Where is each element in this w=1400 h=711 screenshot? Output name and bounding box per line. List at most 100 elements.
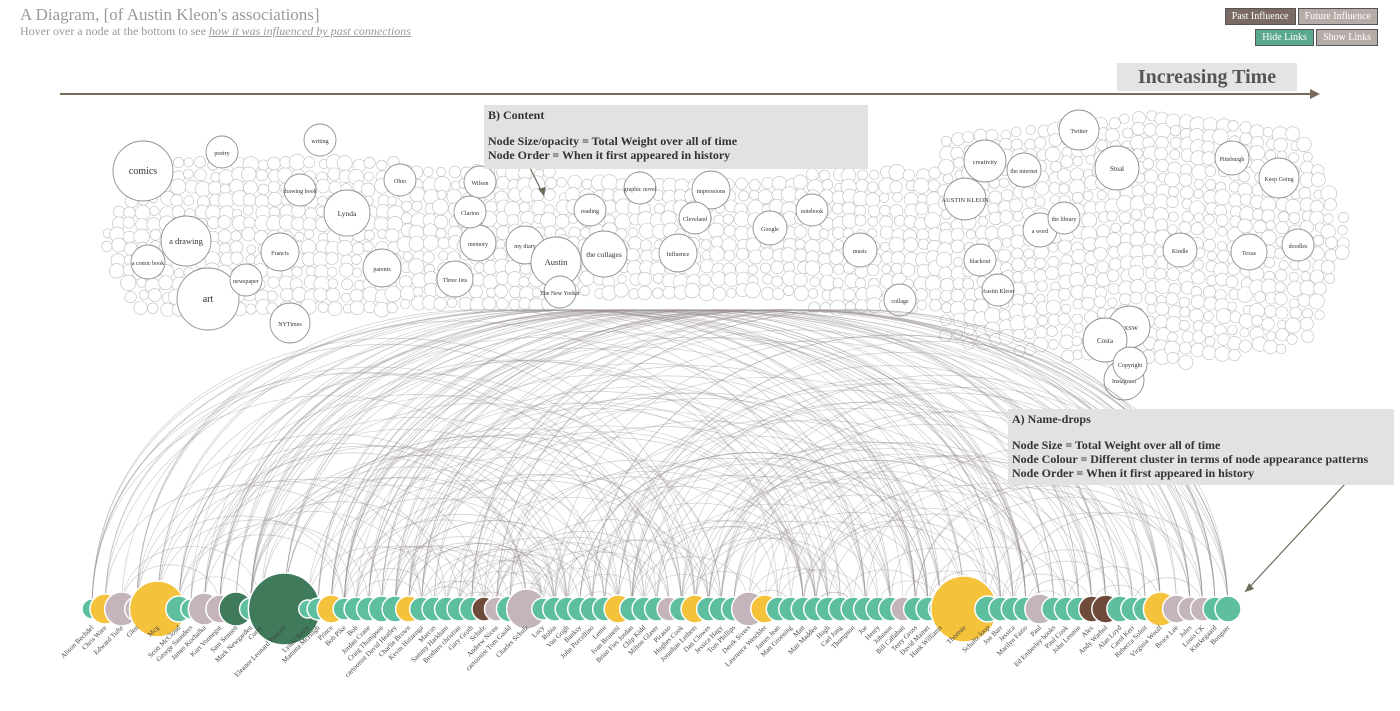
content-bubble[interactable] bbox=[780, 247, 796, 263]
content-bubble[interactable] bbox=[108, 263, 125, 279]
content-bubble[interactable] bbox=[1011, 247, 1024, 260]
content-bubble[interactable] bbox=[447, 297, 458, 308]
content-bubble[interactable] bbox=[652, 287, 664, 299]
content-bubble[interactable] bbox=[291, 266, 303, 278]
content-bubble[interactable] bbox=[246, 244, 257, 255]
content-bubble[interactable] bbox=[1205, 336, 1216, 347]
content-bubble[interactable] bbox=[183, 157, 194, 168]
content-bubble[interactable] bbox=[1288, 152, 1299, 164]
content-node-circle[interactable] bbox=[963, 243, 997, 277]
content-bubble[interactable] bbox=[1239, 132, 1253, 145]
content-bubble[interactable] bbox=[1201, 322, 1217, 337]
content-bubble[interactable] bbox=[1072, 156, 1083, 167]
content-bubble[interactable] bbox=[1169, 149, 1181, 160]
content-bubble[interactable] bbox=[373, 301, 390, 318]
content-bubble[interactable] bbox=[708, 222, 725, 239]
content-bubble[interactable] bbox=[482, 274, 498, 290]
content-bubble[interactable] bbox=[401, 200, 413, 212]
content-bubble[interactable] bbox=[628, 236, 643, 251]
content-bubble[interactable] bbox=[793, 272, 808, 287]
content-bubble[interactable] bbox=[147, 288, 162, 302]
content-node[interactable]: a drawing bbox=[160, 215, 212, 267]
content-bubble[interactable] bbox=[1193, 189, 1204, 199]
content-bubble[interactable] bbox=[818, 239, 834, 254]
content-bubble[interactable] bbox=[1143, 123, 1157, 137]
content-bubble[interactable] bbox=[327, 167, 341, 181]
content-node-circle[interactable] bbox=[1047, 201, 1081, 235]
content-bubble[interactable] bbox=[1048, 242, 1058, 253]
content-bubble[interactable] bbox=[1238, 170, 1250, 183]
content-bubble[interactable] bbox=[793, 225, 807, 239]
content-bubble[interactable] bbox=[400, 299, 411, 309]
content-bubble[interactable] bbox=[325, 252, 339, 265]
content-bubble[interactable] bbox=[243, 180, 258, 196]
content-bubble[interactable] bbox=[327, 278, 339, 289]
content-bubble[interactable] bbox=[832, 277, 844, 289]
content-bubble[interactable] bbox=[1298, 187, 1312, 200]
content-node-circle[interactable] bbox=[1006, 152, 1042, 188]
content-bubble[interactable] bbox=[1144, 292, 1157, 305]
content-bubble[interactable] bbox=[1275, 221, 1289, 235]
content-bubble[interactable] bbox=[361, 182, 376, 197]
content-bubble[interactable] bbox=[1023, 248, 1034, 259]
content-bubble[interactable] bbox=[230, 230, 242, 242]
content-bubble[interactable] bbox=[257, 183, 270, 196]
content-bubble[interactable] bbox=[376, 159, 387, 171]
content-bubble[interactable] bbox=[294, 231, 305, 242]
content-bubble[interactable] bbox=[1096, 190, 1107, 200]
content-bubble[interactable] bbox=[1193, 212, 1204, 223]
content-bubble[interactable] bbox=[1263, 256, 1275, 268]
content-bubble[interactable] bbox=[684, 282, 700, 299]
content-node-circle[interactable] bbox=[436, 260, 474, 298]
content-bubble[interactable] bbox=[280, 288, 294, 302]
content-node[interactable]: Steal bbox=[1094, 145, 1140, 191]
content-bubble[interactable] bbox=[241, 227, 256, 242]
content-bubble[interactable] bbox=[757, 189, 773, 205]
content-bubble[interactable] bbox=[1227, 120, 1239, 132]
content-node[interactable]: reading bbox=[573, 193, 607, 227]
content-bubble[interactable] bbox=[1261, 317, 1275, 331]
content-bubble[interactable] bbox=[637, 285, 652, 301]
content-bubble[interactable] bbox=[364, 171, 374, 182]
content-bubble[interactable] bbox=[940, 277, 955, 293]
content-bubble[interactable] bbox=[988, 190, 1003, 205]
content-bubble[interactable] bbox=[341, 278, 353, 291]
content-bubble[interactable] bbox=[698, 273, 711, 286]
content-bubble[interactable] bbox=[940, 136, 952, 147]
content-node-circle[interactable] bbox=[453, 195, 487, 229]
content-bubble[interactable] bbox=[1131, 184, 1145, 198]
content-node-circle[interactable] bbox=[160, 215, 212, 267]
content-bubble[interactable] bbox=[783, 285, 794, 297]
content-bubble[interactable] bbox=[709, 246, 725, 262]
content-bubble[interactable] bbox=[1057, 168, 1072, 183]
content-node-circle[interactable] bbox=[795, 193, 829, 227]
content-bubble[interactable] bbox=[821, 179, 834, 191]
content-bubble[interactable] bbox=[997, 248, 1012, 263]
content-node[interactable]: Austin Kleon bbox=[981, 273, 1015, 307]
content-bubble[interactable] bbox=[325, 287, 341, 303]
content-bubble[interactable] bbox=[1203, 239, 1216, 252]
content-bubble[interactable] bbox=[1178, 296, 1190, 308]
content-bubble[interactable] bbox=[1237, 218, 1253, 234]
content-bubble[interactable] bbox=[617, 274, 627, 284]
content-bubble[interactable] bbox=[939, 329, 953, 343]
content-bubble[interactable] bbox=[327, 266, 338, 278]
content-bubble[interactable] bbox=[1132, 219, 1146, 233]
content-bubble[interactable] bbox=[711, 236, 724, 248]
content-bubble[interactable] bbox=[794, 238, 806, 250]
content-bubble[interactable] bbox=[1057, 239, 1072, 254]
content-bubble[interactable] bbox=[1046, 299, 1061, 315]
content-bubble[interactable] bbox=[1236, 286, 1254, 303]
content-bubble[interactable] bbox=[124, 291, 137, 304]
content-bubble[interactable] bbox=[602, 188, 616, 202]
content-node[interactable]: Pittsburgh bbox=[1214, 140, 1250, 176]
content-bubble[interactable] bbox=[173, 157, 185, 169]
content-node[interactable]: Francis bbox=[260, 232, 300, 272]
content-bubble[interactable] bbox=[1302, 151, 1313, 162]
content-node-circle[interactable] bbox=[323, 189, 371, 237]
content-bubble[interactable] bbox=[1046, 325, 1058, 337]
content-bubble[interactable] bbox=[267, 180, 281, 194]
content-bubble[interactable] bbox=[748, 249, 763, 265]
content-bubble[interactable] bbox=[1085, 274, 1098, 287]
content-node[interactable]: graphic novel bbox=[623, 171, 657, 205]
